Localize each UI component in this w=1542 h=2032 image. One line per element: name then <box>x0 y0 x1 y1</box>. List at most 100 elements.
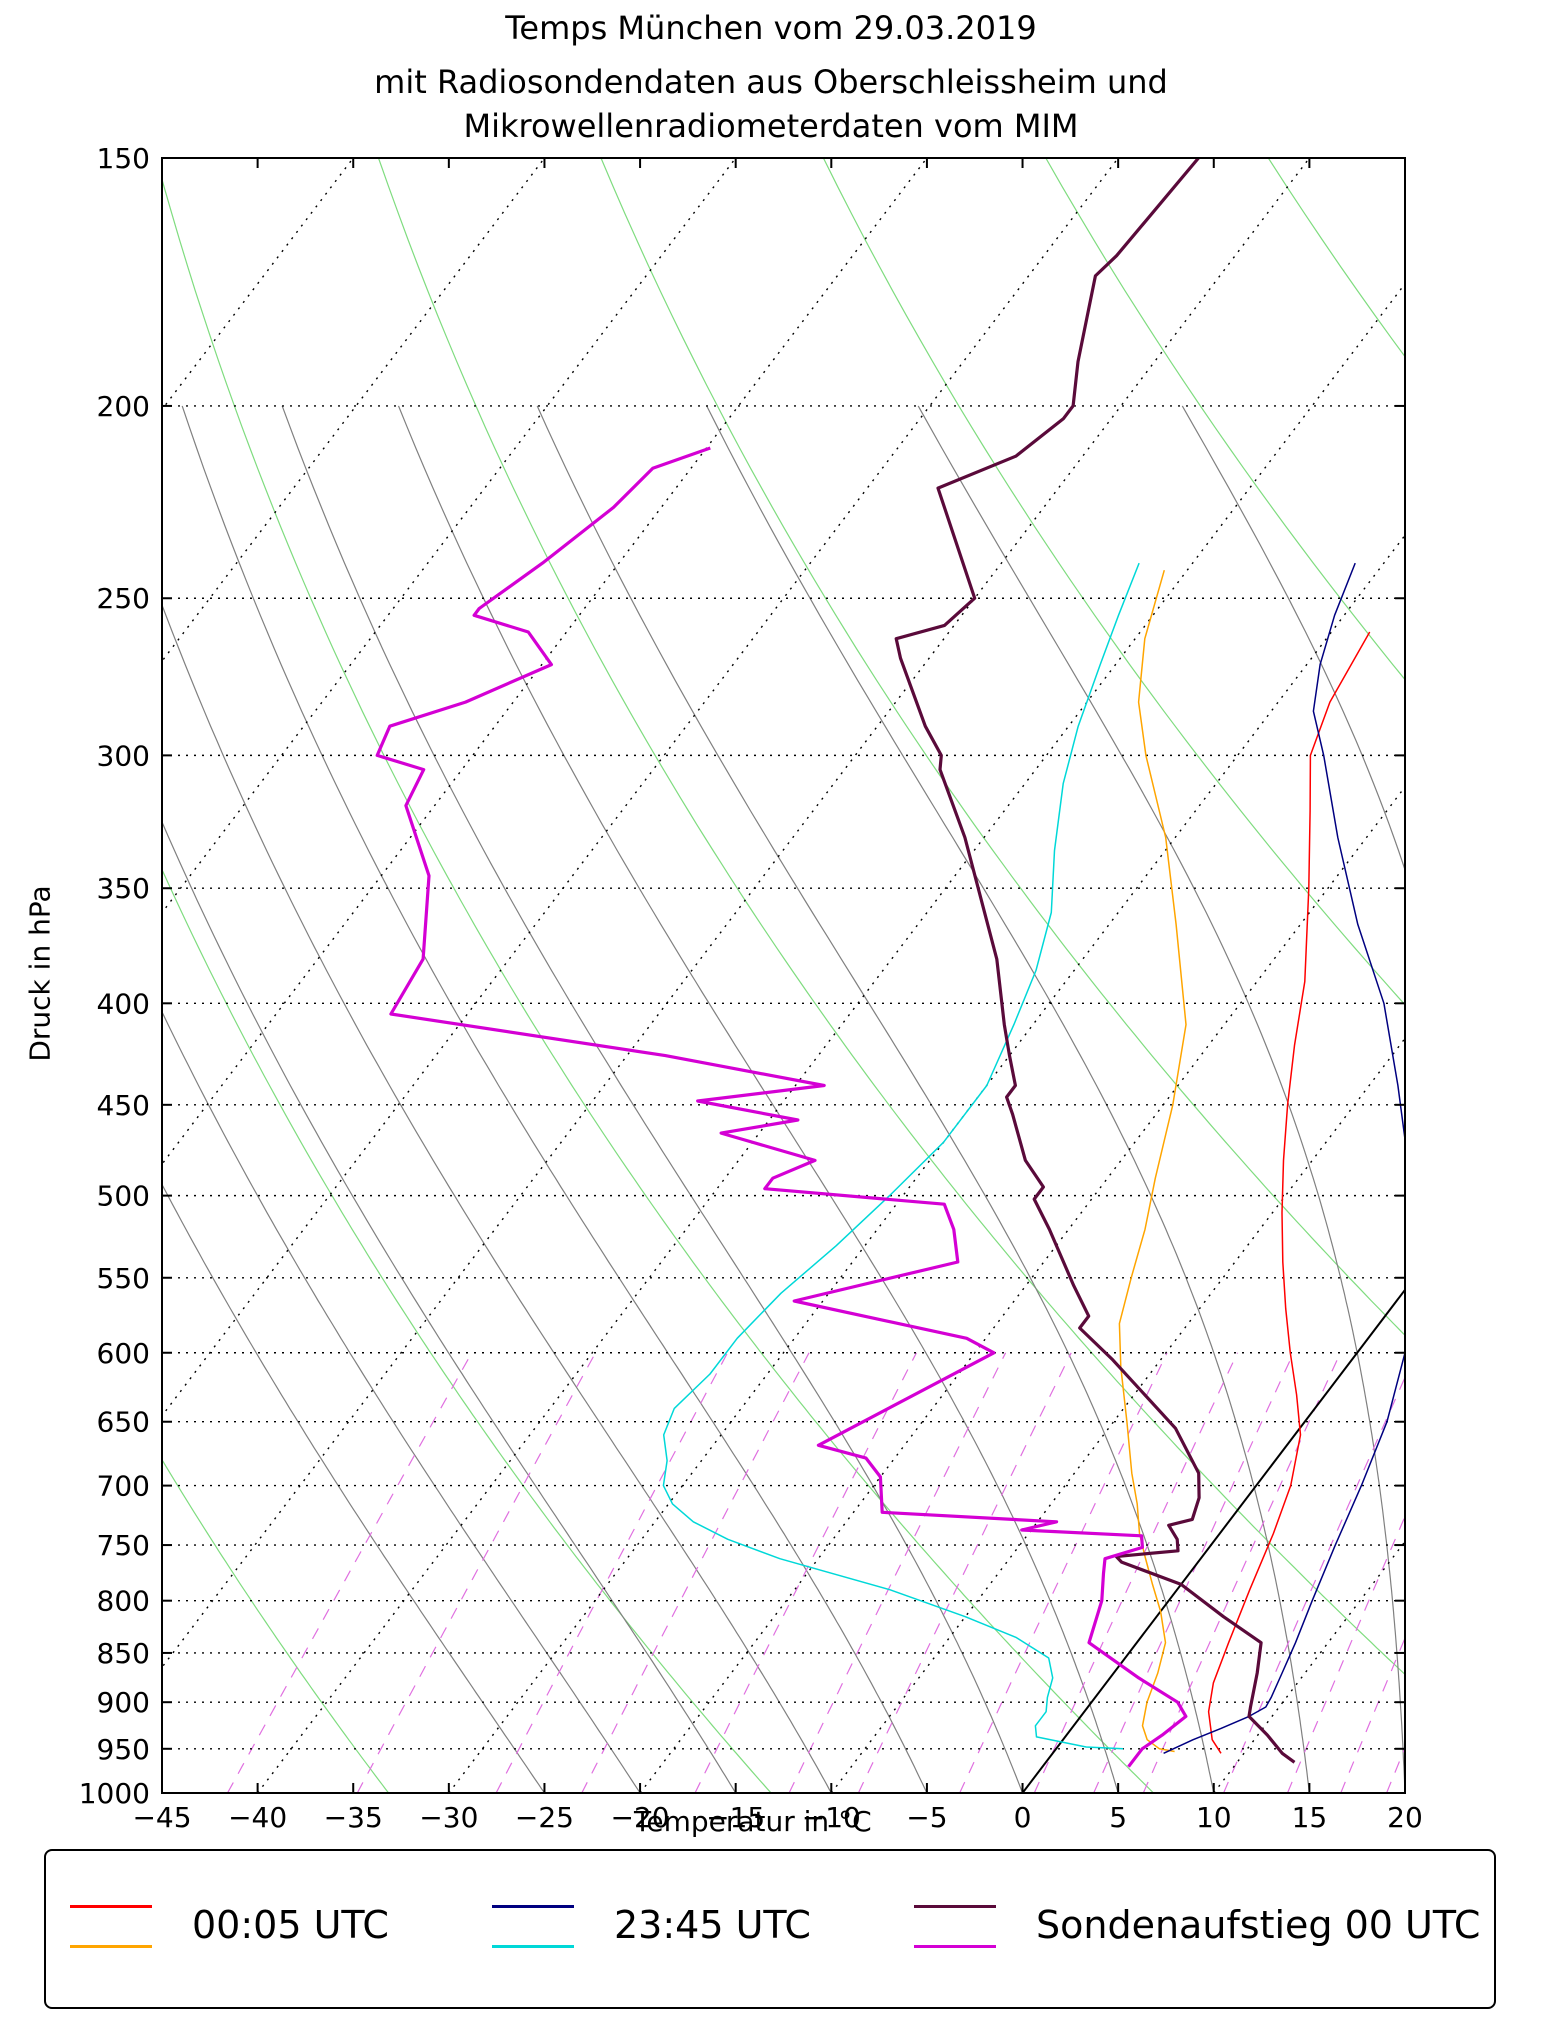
y-axis-title: Druck in hPa <box>23 885 57 1062</box>
legend-swatch-0005-temperature <box>70 1905 152 1908</box>
x-tick-label: −25 <box>515 1801 574 1834</box>
x-tick-label: 5 <box>1109 1801 1127 1834</box>
x-tick-label: 20 <box>1387 1801 1423 1834</box>
series-4-temperature <box>894 158 1296 1764</box>
skewt-chart: 1502002503003504004505005506006507007508… <box>79 142 1542 1834</box>
isotherm <box>1021 1288 1405 1793</box>
dry-adiabat <box>822 158 1405 1006</box>
y-tick-label: 500 <box>97 1180 150 1213</box>
zero-degree-isotherm <box>1021 1288 1405 1793</box>
moist-adiabat <box>536 405 1215 1793</box>
moist-adiabat <box>397 405 1119 1793</box>
sounding-series <box>375 158 1405 1768</box>
series-0-temperature <box>1207 631 1371 1754</box>
mixing-ratio-line <box>1463 1353 1542 1793</box>
x-tick-label: −10 <box>802 1801 861 1834</box>
chart-title-line-1: Temps München vom 29.03.2019 <box>505 9 1037 47</box>
y-tick-label: 450 <box>97 1089 150 1122</box>
legend-swatch-0005-dewpoint <box>70 1945 152 1948</box>
mixing-ratio-line <box>356 1352 597 1793</box>
mixing-ratio-line <box>1427 1353 1542 1793</box>
series-1-dewpoint <box>1118 569 1187 1753</box>
moist-adiabat <box>162 603 832 1793</box>
y-tick-label: 600 <box>97 1337 150 1370</box>
legend-swatch-2345-dewpoint <box>492 1945 574 1948</box>
dry-adiabat <box>162 1458 390 1793</box>
mixing-ratio-line <box>226 1352 473 1793</box>
x-tick-label: 15 <box>1292 1801 1328 1834</box>
isotherm <box>639 785 1405 1793</box>
legend-label-0005: 00:05 UTC <box>192 1903 389 1947</box>
mixing-ratio-line <box>1340 1636 1405 1793</box>
dry-adiabat <box>377 158 1405 1676</box>
mixing-ratio-line <box>788 1352 1007 1793</box>
x-tick-label: 0 <box>1014 1801 1032 1834</box>
mixing-ratio-line <box>495 1352 729 1793</box>
legend-swatch-sonde-dewpoint <box>914 1945 996 1948</box>
isotherm <box>162 158 1119 1417</box>
x-tick-label: −30 <box>419 1801 478 1834</box>
mixing-ratio-line <box>1286 1515 1405 1793</box>
dry-adiabat <box>162 868 772 1793</box>
x-tick-label: −5 <box>906 1801 947 1834</box>
legend-entry-0005: 00:05 UTC <box>70 1851 510 2007</box>
y-tick-label: 950 <box>97 1733 150 1766</box>
mixing-ratio-line <box>959 1352 1168 1793</box>
y-tick-label: 150 <box>97 142 150 175</box>
moist-adiabat <box>1487 406 1542 1793</box>
moist-adiabat <box>706 405 1310 1793</box>
isotherm <box>1213 1540 1405 1793</box>
axis-ticks: 1502002503003504004505005506006507007508… <box>79 142 1423 1834</box>
dry-adiabat <box>1267 158 1405 358</box>
isotherm <box>448 534 1405 1793</box>
x-tick-label: −40 <box>228 1801 287 1834</box>
legend-entry-sonde: Sondenaufstieg 00 UTC <box>914 1851 1494 2007</box>
legend-swatch-2345-temperature <box>492 1905 574 1908</box>
legend-entry-2345: 23:45 UTC <box>492 1851 932 2007</box>
series-5-dewpoint <box>375 446 1188 1768</box>
x-tick-label: −15 <box>706 1801 765 1834</box>
moist-adiabat <box>1181 405 1405 872</box>
mixing-ratio-line <box>1033 1352 1239 1793</box>
mixing-ratio-line <box>857 1352 1072 1793</box>
moist-adiabat <box>162 1183 545 1793</box>
y-tick-label: 850 <box>97 1637 150 1670</box>
moist-adiabat <box>181 405 928 1793</box>
isotherm <box>162 158 1310 1669</box>
x-axis-title: Temperatur in °C <box>634 1805 872 1838</box>
dry-adiabat <box>1045 158 1405 681</box>
legend: 00:05 UTC 23:45 UTC Sondenaufstieg 00 UT… <box>44 1849 1496 2009</box>
y-tick-label: 400 <box>97 987 150 1020</box>
plot-frame <box>161 157 1406 1794</box>
y-tick-label: 1000 <box>79 1777 150 1810</box>
y-tick-label: 550 <box>97 1262 150 1295</box>
moist-adiabat <box>281 405 1024 1793</box>
x-tick-label: −45 <box>132 1801 191 1834</box>
y-tick-label: 650 <box>97 1406 150 1439</box>
mixing-ratio-line <box>1386 1746 1405 1793</box>
mixing-ratio-line <box>1495 1353 1542 1793</box>
moist-adiabat <box>917 405 1405 1793</box>
x-tick-label: −20 <box>611 1801 670 1834</box>
chart-title-line-3: Mikrowellenradiometerdaten vom MIM <box>463 107 1079 145</box>
dry-adiabat <box>600 158 1405 1337</box>
y-tick-label: 200 <box>97 390 150 423</box>
isotherm <box>257 282 1405 1793</box>
isotherm <box>1404 1791 1405 1793</box>
mixing-ratio-line <box>694 1352 917 1793</box>
moist-adiabat <box>162 1010 641 1793</box>
mixing-ratio-line <box>1093 1352 1295 1793</box>
legend-label-sonde: Sondenaufstieg 00 UTC <box>1036 1903 1481 1947</box>
y-tick-label: 750 <box>97 1529 150 1562</box>
y-tick-label: 250 <box>97 582 150 615</box>
y-tick-label: 700 <box>97 1470 150 1503</box>
y-tick-label: 350 <box>97 872 150 905</box>
isotherm <box>830 1037 1405 1793</box>
legend-swatch-sonde-temperature <box>914 1905 996 1908</box>
x-tick-label: −35 <box>324 1801 383 1834</box>
series-3-dewpoint <box>662 562 1140 1750</box>
legend-label-2345: 23:45 UTC <box>614 1903 811 1947</box>
dry-adiabat <box>162 177 1155 1793</box>
series-2-temperature <box>1163 562 1405 1754</box>
chart-title-line-2: mit Radiosondendaten aus Oberschleisshei… <box>374 63 1168 101</box>
